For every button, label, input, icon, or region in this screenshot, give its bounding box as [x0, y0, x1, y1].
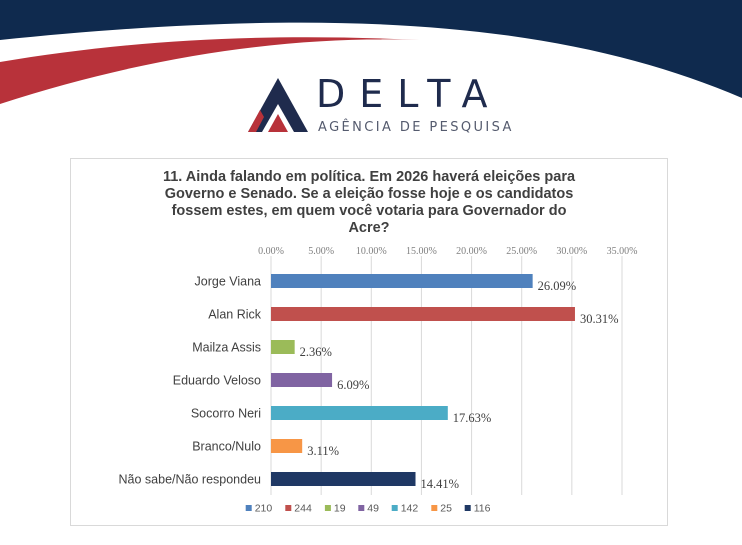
bars: Jorge Viana 26.09% Alan Rick 30.31% Mailza A… [119, 274, 619, 491]
chart-title-line: 11. Ainda falando em política. Em 2026 h… [162, 169, 576, 185]
x-tick-label: 30.00% [556, 246, 587, 257]
category-label: Alan Rick [208, 308, 262, 322]
category-label: Jorge Viana [195, 275, 262, 289]
legend-entry: 116 [474, 503, 491, 515]
legend-entry: 19 [334, 503, 346, 515]
category-label: Eduardo Veloso [173, 374, 261, 388]
category-label: Branco/Nulo [192, 440, 261, 454]
data-label: 2.36% [300, 345, 332, 359]
legend-entry: 142 [401, 503, 419, 515]
logo-wordmark: DELTA [316, 72, 502, 116]
data-label: 3.11% [307, 444, 339, 458]
data-label: 17.63% [453, 411, 492, 425]
category-label: Socorro Neri [191, 407, 261, 421]
category-label: Mailza Assis [192, 341, 261, 355]
chart-title-line: Acre? [348, 220, 390, 236]
chart-panel: 11. Ainda falando em política. Em 2026 h… [70, 158, 668, 526]
bar [271, 439, 303, 453]
chart-title: 11. Ainda falando em política. Em 2026 h… [71, 169, 667, 237]
legend-entry: 244 [294, 503, 312, 515]
category-label: Não sabe/Não respondeu [119, 473, 262, 487]
bar [271, 472, 416, 486]
legend-swatch [464, 505, 471, 511]
data-label: 26.09% [538, 279, 577, 293]
legend-swatch [324, 505, 331, 511]
legend-entry: 210 [255, 503, 273, 515]
x-tick-label: 5.00% [308, 246, 334, 257]
header-banner [0, 0, 742, 104]
chart-title-line: fossem estes, em quem você votaria para … [171, 203, 567, 219]
logo-tagline: AGÊNCIA DE PESQUISA [318, 120, 514, 135]
legend-swatch [245, 505, 252, 511]
banner-navy-wave [0, 0, 742, 98]
legend-swatch [391, 505, 398, 511]
x-tick-label: 10.00% [356, 246, 387, 257]
x-tick-label: 35.00% [607, 246, 638, 257]
x-tick-label: 0.00% [258, 246, 284, 257]
bar [271, 340, 295, 354]
banner-red-swoosh [0, 37, 420, 104]
data-label: 30.31% [580, 312, 619, 326]
bar [271, 307, 575, 321]
legend-swatch [358, 505, 365, 511]
x-tick-label: 20.00% [456, 246, 487, 257]
bar [271, 406, 448, 420]
legend: 210 244 19 49 142 25 116 [245, 503, 491, 515]
logo-triangle-icon [248, 78, 308, 132]
x-tick-label: 25.00% [506, 246, 537, 257]
legend-swatch [431, 505, 438, 511]
legend-entry: 25 [440, 503, 452, 515]
bar [271, 373, 333, 387]
bar [271, 274, 533, 288]
delta-logo: DELTA AGÊNCIA DE PESQUISA [244, 70, 514, 140]
chart-title-line: Governo e Senado. Se a eleição fosse hoj… [164, 186, 574, 202]
legend-entry: 49 [367, 503, 379, 515]
legend-swatch [285, 505, 292, 511]
data-label: 14.41% [421, 477, 460, 491]
bar-chart: 0.00% 5.00% 10.00% 15.00% 20.00% 25.00% 30.00%… [119, 246, 638, 515]
x-axis-ticks: 0.00% 5.00% 10.00% 15.00% 20.00% 25.00% 30.00%… [258, 246, 637, 257]
data-label: 6.09% [337, 378, 369, 392]
x-tick-label: 15.00% [406, 246, 437, 257]
